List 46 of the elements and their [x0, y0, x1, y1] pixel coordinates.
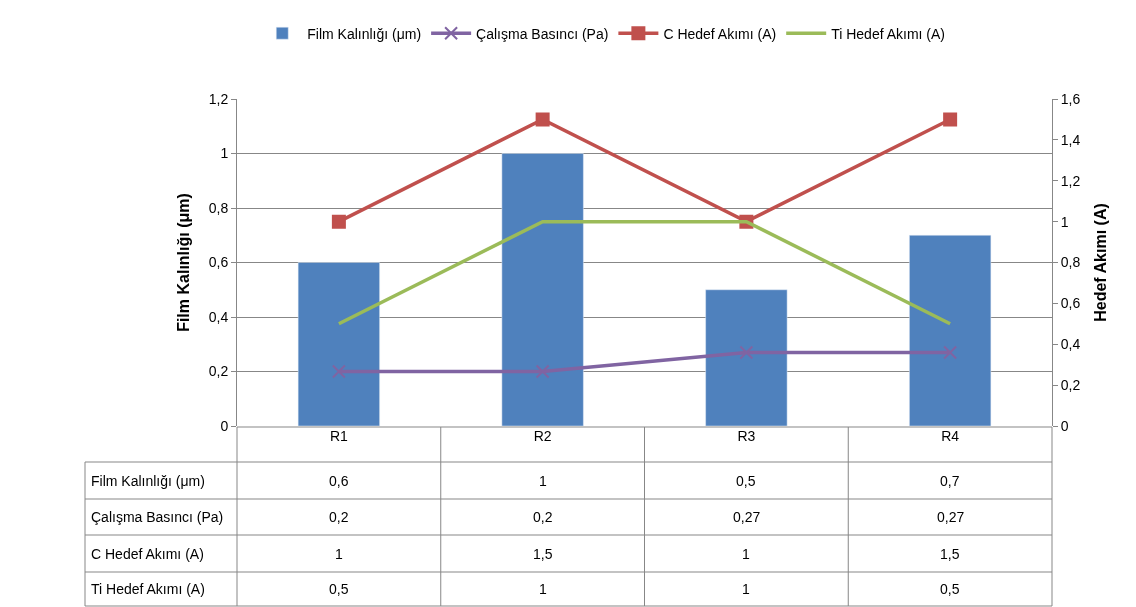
- data-label: 1,5: [940, 546, 960, 562]
- legend-label: Ti Hedef Akımı (A): [831, 25, 946, 42]
- data-label: 1: [539, 581, 547, 597]
- y2-tick-label: 1,2: [1060, 172, 1081, 189]
- data-label: 1: [742, 546, 750, 562]
- y-axis-title: Film Kalınlığı (μm): [174, 193, 192, 332]
- y2-tick-label: 1,6: [1060, 90, 1081, 107]
- y2-tick-label: 1,4: [1060, 131, 1081, 148]
- text: Ti Hedef Akımı (A): [91, 581, 205, 597]
- legend-label: C Hedef Akımı (A): [663, 25, 777, 42]
- data-label: 1: [742, 581, 750, 597]
- y-tick-label: 0,4: [208, 308, 229, 325]
- data-label: 0,2: [533, 509, 553, 525]
- text: Çalışma Basıncı (Pa): [91, 509, 224, 525]
- data-label: 1: [539, 473, 547, 489]
- data-label: 1,5: [533, 546, 553, 562]
- text: Film Kalınlığı (μm): [91, 473, 205, 489]
- data-label: 0,5: [940, 581, 960, 597]
- y-tick-label: 0,6: [208, 254, 229, 271]
- x-tick-label: R2: [533, 428, 552, 444]
- x-tick-label: R4: [941, 428, 960, 444]
- y2-tick-label: 0: [1060, 417, 1069, 434]
- data-label: 0,2: [329, 509, 349, 525]
- legend-label: Çalışma Basıncı (Pa): [476, 25, 609, 42]
- y2-tick-label: 1: [1060, 213, 1069, 230]
- y-tick-label: 0,2: [208, 363, 229, 380]
- data-label: 0,6: [329, 473, 349, 489]
- y-tick-label: 0,8: [208, 199, 229, 216]
- data-label: 0,5: [736, 473, 756, 489]
- data-label: 1: [335, 546, 343, 562]
- legend-label: Film Kalınlığı (μm): [307, 25, 422, 42]
- y2-tick-label: 0,2: [1060, 377, 1081, 394]
- y-tick-label: 1,2: [208, 90, 229, 107]
- data-label: 0,27: [733, 509, 761, 525]
- y2-tick-label: 0,4: [1060, 336, 1081, 353]
- x-tick-label: R3: [737, 428, 756, 444]
- data-label: 0,5: [329, 581, 349, 597]
- data-label: 0,7: [940, 473, 960, 489]
- y2-tick-label: 0,8: [1060, 254, 1081, 271]
- y-tick-label: 1: [220, 145, 229, 162]
- data-label: 0,27: [937, 509, 965, 525]
- text: C Hedef Akımı (A): [91, 546, 204, 562]
- x-tick-label: R1: [329, 428, 349, 444]
- y2-axis-title: Hedef Akımı (A): [1092, 203, 1110, 322]
- y-tick-label: 0: [220, 417, 229, 434]
- y2-tick-label: 0,6: [1060, 295, 1081, 312]
